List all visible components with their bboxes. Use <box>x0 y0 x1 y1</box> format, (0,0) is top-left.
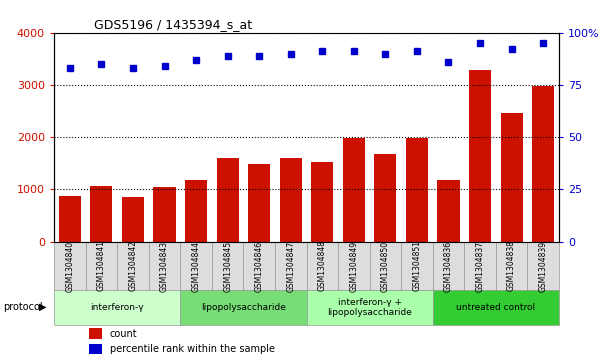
Bar <box>180 290 307 325</box>
Bar <box>275 242 307 290</box>
Bar <box>528 242 559 290</box>
Bar <box>85 242 117 290</box>
Text: GSM1304846: GSM1304846 <box>255 240 264 291</box>
Text: ▶: ▶ <box>39 302 46 312</box>
Bar <box>212 242 243 290</box>
Bar <box>180 242 212 290</box>
Bar <box>433 242 465 290</box>
Bar <box>307 290 433 325</box>
Text: GSM1304851: GSM1304851 <box>412 240 421 291</box>
Text: GSM1304850: GSM1304850 <box>381 240 390 291</box>
Bar <box>122 197 144 242</box>
Bar <box>59 196 81 242</box>
Text: GDS5196 / 1435394_s_at: GDS5196 / 1435394_s_at <box>94 19 252 32</box>
Bar <box>117 242 149 290</box>
Bar <box>370 242 401 290</box>
Bar <box>307 242 338 290</box>
Bar <box>54 290 180 325</box>
Bar <box>248 164 270 242</box>
Text: GSM1304849: GSM1304849 <box>349 240 358 291</box>
Text: GSM1304839: GSM1304839 <box>538 240 548 291</box>
Text: GSM1304836: GSM1304836 <box>444 240 453 291</box>
Bar <box>90 186 112 242</box>
Bar <box>532 86 554 242</box>
Bar <box>496 242 528 290</box>
Text: GSM1304837: GSM1304837 <box>475 240 484 291</box>
Bar <box>438 180 460 242</box>
Text: GSM1304843: GSM1304843 <box>160 240 169 291</box>
Bar <box>149 242 180 290</box>
Bar <box>279 158 302 242</box>
Text: lipopolysaccharide: lipopolysaccharide <box>201 303 286 312</box>
Bar <box>501 113 523 242</box>
Bar <box>243 242 275 290</box>
Bar <box>90 343 102 354</box>
Text: protocol: protocol <box>3 302 43 312</box>
Text: percentile rank within the sample: percentile rank within the sample <box>109 344 275 354</box>
Text: count: count <box>109 329 137 339</box>
Bar <box>338 242 370 290</box>
Bar <box>401 242 433 290</box>
Bar <box>433 290 559 325</box>
Text: interferon-γ +
lipopolysaccharide: interferon-γ + lipopolysaccharide <box>327 298 412 318</box>
Text: GSM1304847: GSM1304847 <box>286 240 295 291</box>
Bar <box>216 158 239 242</box>
Bar <box>185 180 207 242</box>
Text: GSM1304838: GSM1304838 <box>507 240 516 291</box>
Bar <box>343 138 365 242</box>
Text: GSM1304848: GSM1304848 <box>318 240 327 291</box>
Text: GSM1304840: GSM1304840 <box>66 240 75 291</box>
Bar <box>374 154 397 242</box>
Text: GSM1304844: GSM1304844 <box>192 240 201 291</box>
Text: GSM1304842: GSM1304842 <box>129 240 138 291</box>
Bar <box>465 242 496 290</box>
Text: GSM1304841: GSM1304841 <box>97 240 106 291</box>
Text: untreated control: untreated control <box>456 303 535 312</box>
Bar <box>54 242 85 290</box>
Bar <box>469 70 491 242</box>
Text: GSM1304845: GSM1304845 <box>223 240 232 291</box>
Text: interferon-γ: interferon-γ <box>90 303 144 312</box>
Bar <box>90 329 102 339</box>
Bar <box>153 187 175 242</box>
Bar <box>311 162 334 242</box>
Bar <box>406 138 428 242</box>
